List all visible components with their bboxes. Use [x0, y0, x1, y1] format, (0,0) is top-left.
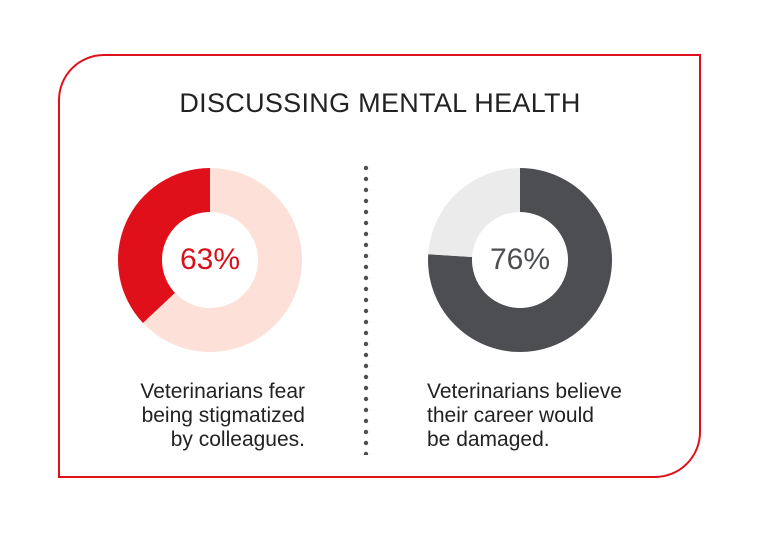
divider-dot [363, 407, 369, 413]
stigma-caption-line: by colleagues. [170, 428, 305, 451]
divider-dot [363, 330, 369, 336]
divider-dot [363, 451, 369, 457]
career-caption-line: Veterinarians believe [427, 380, 622, 403]
career-percentage-label: 76% [489, 243, 551, 276]
divider-dot [363, 242, 369, 248]
divider-dot [363, 209, 369, 215]
donut-remainder-slice [142, 168, 302, 352]
stigma-percentage-label: 63% [179, 243, 241, 276]
divider-dot [363, 308, 369, 314]
stigma-caption-line: being stigmatized [141, 404, 305, 427]
divider-dot [363, 187, 369, 193]
donut-chart-stigma: 63% [115, 165, 305, 355]
donut-highlight-slice [118, 168, 210, 323]
divider-dot [363, 198, 369, 204]
donut-chart-career: 76% [425, 165, 615, 355]
stigma-caption-line: Veterinarians fear [140, 380, 305, 403]
divider-dot [363, 396, 369, 402]
infographic-title: DISCUSSING MENTAL HEALTH [179, 88, 581, 118]
divider-dot [363, 297, 369, 303]
career-caption-line: be damaged. [427, 428, 550, 451]
infographic-card [58, 54, 701, 478]
divider-dot [363, 440, 369, 446]
divider-dot [363, 341, 369, 347]
donut-highlight-slice [428, 168, 612, 352]
divider-dot [363, 385, 369, 391]
divider-dot [363, 220, 369, 226]
divider-dot [363, 374, 369, 380]
divider-dot [363, 352, 369, 358]
donut-chart-career-svg [428, 168, 612, 352]
divider-dot [363, 275, 369, 281]
stigma-caption: Veterinarians fear being stigmatized by … [100, 380, 305, 452]
divider-dot [363, 165, 369, 171]
divider-dot [363, 363, 369, 369]
divider-dot [363, 264, 369, 270]
divider-dot [363, 231, 369, 237]
career-caption-line: their career would [427, 404, 594, 427]
dotted-divider [363, 165, 369, 457]
divider-dot [363, 319, 369, 325]
divider-dot [363, 418, 369, 424]
divider-dot [363, 429, 369, 435]
divider-dot [363, 176, 369, 182]
career-caption: Veterinarians believe their career would… [427, 380, 687, 452]
donut-chart-stigma-svg [118, 168, 302, 352]
divider-dot [363, 286, 369, 292]
divider-dot [363, 253, 369, 259]
donut-remainder-slice [428, 168, 520, 257]
